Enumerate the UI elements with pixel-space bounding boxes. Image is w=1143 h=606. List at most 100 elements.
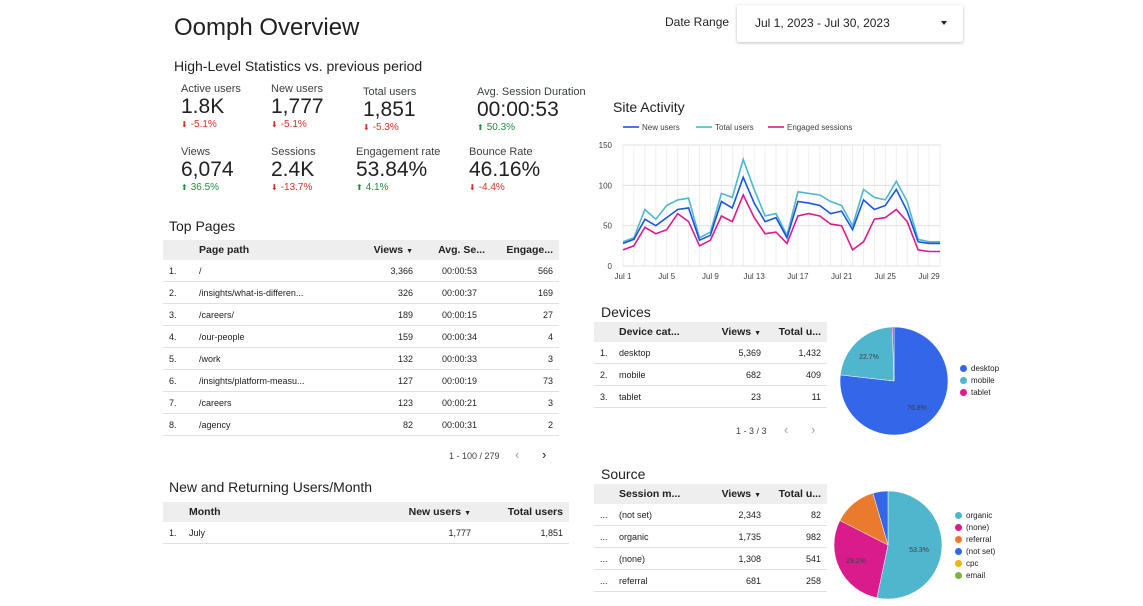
table-cell: 1. [594,342,619,364]
legend-item[interactable]: organic [955,511,995,523]
table-row[interactable]: 1. July 1,777 1,851 [163,522,569,544]
kpi-change: ⬇ -13.7% [271,182,313,193]
chevron-left-icon[interactable]: ‹ [515,447,520,462]
col-total-users[interactable]: Total u... [765,484,827,504]
chart-ticks: 0 50 100 150 Jul 1 Jul 5 Jul 9 Jul 13 Jul 17 Jul … [599,141,941,281]
table-cell: 189 [341,303,413,326]
kpi-change: ⬆ 4.1% [356,182,389,193]
table-row[interactable]: 1. desktop 5,369 1,432 [594,342,827,364]
table-cell: 7. [163,391,199,414]
pie-slice[interactable] [840,326,895,382]
table-cell: 682 [701,363,765,386]
table-row[interactable]: 7./careers 123 00:00:21 3 [163,391,559,414]
chevron-down-icon [941,21,947,25]
kpi-card: Sessions 2.4K ⬇ -13.7% [271,146,316,193]
legend-item[interactable]: New users [623,123,680,132]
legend-label: cpc [966,559,979,568]
table-row[interactable]: 2./insights/what-is-differen... 326 00:00:… [163,281,559,304]
pie-slice[interactable] [833,520,889,599]
kpi-label: Sessions [271,146,316,158]
y-tick-label: 150 [599,141,613,150]
table-row[interactable]: 8./agency 82 00:00:31 2 [163,413,559,436]
table-cell: mobile [619,363,701,386]
legend-item[interactable]: mobile [960,376,999,388]
table-row[interactable]: 2. mobile 682 409 [594,363,827,386]
legend-item[interactable]: desktop [960,364,999,376]
series-line[interactable] [622,175,940,245]
series-line[interactable] [622,156,940,243]
chevron-left-icon[interactable]: ‹ [784,422,789,437]
legend-label: Total users [715,123,754,132]
col-views[interactable]: Views ▼ [341,240,413,260]
col-total-users[interactable]: Total u... [765,322,827,342]
legend-label: organic [966,511,993,520]
table-row[interactable]: ... (not set) 2,343 82 [594,504,827,526]
site-activity-chart: New users Total users Engaged sessions 0 50… [599,123,941,281]
table-cell: 2 [487,413,559,436]
x-tick-label: Jul 25 [875,272,897,281]
table-cell: 123 [341,391,413,414]
table-cell: /insights/platform-measu... [199,369,341,392]
date-range-picker[interactable]: Jul 1, 2023 - Jul 30, 2023 [737,5,963,42]
table-row[interactable]: 6./insights/platform-measu... 127 00:00:19… [163,369,559,392]
source-table: Session m... Views ▼ Total u... ... (not … [594,484,827,592]
series-line[interactable] [622,193,940,253]
legend-item[interactable]: (not set) [955,547,995,559]
legend-label: Engaged sessions [787,123,852,132]
legend-item[interactable]: (none) [955,523,995,535]
table-cell: 00:00:34 [413,325,487,348]
col-avg-session[interactable]: Avg. Se... [413,240,487,260]
table-cell: 2,343 [701,504,765,526]
table-cell: 00:00:31 [413,413,487,436]
table-row[interactable]: ... organic 1,735 982 [594,525,827,548]
kpi-value: 1,851 [363,98,416,121]
legend-item[interactable]: cpc [955,559,995,571]
legend-label: New users [642,123,680,132]
col-page-path[interactable]: Page path [199,240,341,260]
table-row[interactable]: 3. tablet 23 11 [594,385,827,408]
table-row[interactable]: ... referral 681 258 [594,569,827,592]
col-views[interactable]: Views ▼ [701,322,765,342]
table-row[interactable]: ... (none) 1,308 541 [594,547,827,570]
chevron-right-icon[interactable]: › [811,422,816,437]
col-device-category[interactable]: Device cat... [619,322,701,342]
date-range-label: Date Range [665,15,730,29]
legend-item[interactable]: Total users [696,123,754,132]
pie-slice[interactable] [892,326,895,382]
table-cell: 681 [701,569,765,592]
table-cell: 73 [487,369,559,392]
legend-label: (none) [966,523,990,532]
table-row[interactable]: 1./3,366 00:00:53 566 [163,260,559,282]
col-engaged[interactable]: Engage... [487,240,559,260]
legend-dot-icon [960,365,967,373]
legend-item[interactable]: tablet [960,388,999,400]
arrow-up-icon: ⬆ [477,123,484,132]
kpi-label: Views [181,146,211,158]
legend-item[interactable]: email [955,571,995,583]
source-legend: organic (none) referral (not set) cpc email [955,511,995,583]
table-cell: 82 [765,504,827,526]
table-row[interactable]: 4./our-people 159 00:00:34 4 [163,325,559,348]
legend-item[interactable]: referral [955,535,995,547]
table-row[interactable]: 3./careers/189 00:00:15 27 [163,303,559,326]
x-tick-label: Jul 1 [615,272,632,281]
kpi-value: 6,074 [181,158,234,181]
col-month[interactable]: Month [189,502,371,522]
legend-item[interactable]: Engaged sessions [768,123,852,132]
chevron-right-icon[interactable]: › [542,447,547,462]
col-total-users[interactable]: Total users [471,502,569,522]
devices-title: Devices [601,304,651,320]
date-range-value: Jul 1, 2023 - Jul 30, 2023 [755,16,890,30]
source-pie: 53.3% 29.2% [833,490,943,600]
pie-label: 53.3% [909,547,929,554]
pie-slice[interactable] [872,490,889,546]
table-cell: 1. [163,522,189,544]
col-views[interactable]: Views ▼ [701,484,765,504]
table-cell: 2. [163,281,199,304]
pie-slice[interactable] [876,490,943,600]
arrow-up-icon: ⬆ [356,183,363,192]
table-cell: desktop [619,342,701,364]
table-row[interactable]: 5./work 132 00:00:33 3 [163,347,559,370]
col-session-medium[interactable]: Session m... [619,484,701,504]
col-new-users[interactable]: New users ▼ [371,502,471,522]
